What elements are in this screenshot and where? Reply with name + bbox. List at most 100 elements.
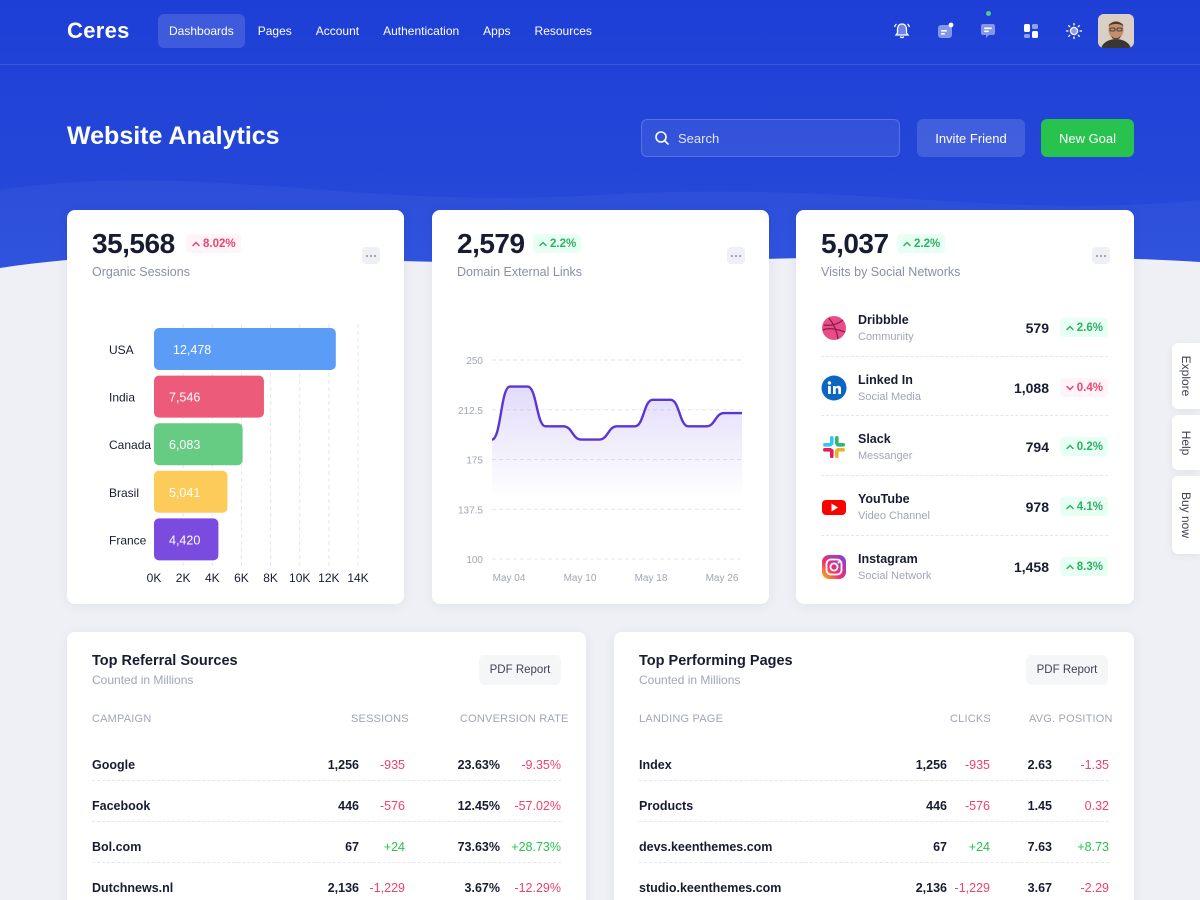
bar	[154, 328, 336, 370]
column-header-conversion-rate[interactable]: CONVERSION RATE	[460, 713, 569, 725]
arrow-up-icon	[1066, 324, 1074, 330]
campaign-name: Bol.com	[92, 840, 142, 854]
table-row[interactable]: Dutchnews.nl 2,136 -1,229 3.67% -12.29%	[92, 868, 561, 900]
nav-item-account[interactable]: Account	[315, 24, 360, 38]
external-links-chart: 100 137.5 175 212.5 250 May 04 May 10 May 18 May…	[458, 356, 742, 584]
conversion-value: 3.67%	[464, 881, 500, 895]
buy-now-tab[interactable]: Buy now	[1172, 476, 1200, 554]
social-row-instagram[interactable]: Instagram Social Network 1,458 8.3%	[821, 544, 1108, 604]
explore-tab-label: Explore	[1179, 355, 1193, 397]
chat-notification-dot	[986, 11, 991, 16]
card-title: Top Referral Sources	[92, 653, 238, 669]
page-name: Products	[639, 799, 694, 813]
nav-item-resources[interactable]: Resources	[534, 24, 592, 38]
social-value: 579	[1025, 320, 1049, 336]
y-tick-label: 212.5	[458, 406, 483, 417]
stat-change-badge: 8.02%	[186, 234, 241, 253]
social-change-value: 0.4%	[1076, 381, 1103, 394]
nav-item-apps[interactable]: Apps	[483, 24, 511, 38]
pdf-report-button[interactable]: PDF Report	[479, 655, 561, 685]
bar	[154, 423, 243, 466]
arrow-up-icon	[1066, 503, 1074, 509]
sun-icon[interactable]	[1058, 14, 1090, 48]
social-row-slack[interactable]: Slack Messanger 794 0.2%	[821, 424, 1108, 484]
table-row[interactable]: Bol.com 67 +24 73.63% +28.73%	[92, 827, 561, 868]
social-change-value: 8.3%	[1076, 560, 1103, 573]
page-title: Website Analytics	[67, 122, 280, 150]
social-change-badge: 0.4%	[1059, 378, 1108, 397]
nav-item-pages[interactable]: Pages	[257, 24, 292, 38]
search-field[interactable]	[641, 119, 900, 157]
divider	[92, 862, 561, 863]
divider	[821, 356, 1108, 357]
bell-icon[interactable]	[886, 14, 918, 48]
app-logo[interactable]: Ceres	[67, 18, 130, 43]
more-options-button[interactable]	[362, 247, 380, 264]
table-row[interactable]: devs.keenthemes.com 67 +24 7.63 +8.73	[639, 827, 1109, 868]
table-row[interactable]: Index 1,256 -935 2.63 -1.35	[639, 745, 1109, 786]
column-header-campaign[interactable]: CAMPAIGN	[92, 713, 152, 725]
x-tick-label: 12K	[318, 571, 339, 585]
more-options-button[interactable]	[1092, 247, 1110, 264]
stat-change-badge: 2.2%	[897, 234, 946, 253]
table-row[interactable]: Google 1,256 -935 23.63% -9.35%	[92, 745, 561, 786]
sessions-change: -576	[379, 799, 405, 813]
social-row-dribbble[interactable]: Dribbble Community 579 2.6%	[821, 305, 1108, 365]
category-label: Brasil	[109, 486, 139, 500]
invite-friend-button[interactable]: Invite Friend	[917, 119, 1025, 157]
chat-icon[interactable]	[972, 11, 1004, 48]
x-tick-label: May 04	[493, 573, 526, 584]
nav-item-dashboards[interactable]: Dashboards	[158, 14, 245, 48]
social-change-badge: 2.6%	[1059, 318, 1108, 337]
table-row[interactable]: Facebook 446 -576 12.45% -57.02%	[92, 786, 561, 827]
stat-value: 35,568	[92, 228, 175, 259]
sessions-change: +24	[383, 840, 405, 854]
column-header-avg-position[interactable]: AVG. POSITION	[1029, 713, 1113, 725]
table-row[interactable]: studio.keenthemes.com 2,136 -1,229 3.67 …	[639, 868, 1109, 900]
stat-label: Organic Sessions	[92, 265, 190, 279]
stat-change-value: 2.2%	[914, 237, 941, 250]
social-name: Linked In	[858, 373, 913, 387]
more-options-button[interactable]	[727, 247, 745, 264]
social-row-linkedin[interactable]: Linked In Social Media 1,088 0.4%	[821, 365, 1108, 425]
clicks-value: 2,136	[915, 881, 947, 895]
social-subtitle: Social Media	[858, 391, 921, 403]
arrow-up-icon	[192, 240, 200, 246]
position-change: +8.73	[1077, 840, 1109, 854]
social-networks-card: 5,037 2.2% Visits by Social Networks Dri…	[796, 210, 1134, 604]
main-menu: Dashboards Pages Account Authentication …	[158, 14, 605, 48]
x-tick-label: 0K	[147, 571, 162, 585]
column-header-sessions[interactable]: SESSIONS	[351, 713, 409, 725]
divider	[821, 475, 1108, 476]
column-header-landing-page[interactable]: LANDING PAGE	[639, 713, 724, 725]
x-tick-label: 2K	[176, 571, 191, 585]
clicks-change: -935	[964, 758, 990, 772]
category-label: Canada	[109, 438, 151, 452]
sessions-by-country-chart: 0K 2K 4K 6K 8K 10K 12K 14K USA 12,478 India 7,546 Ca…	[109, 324, 369, 585]
nav-item-authentication[interactable]: Authentication	[383, 24, 460, 38]
youtube-icon	[822, 500, 846, 515]
bar-value-label: 12,478	[173, 343, 211, 357]
social-row-youtube[interactable]: YouTube Video Channel 978 4.1%	[821, 484, 1108, 544]
explore-tab[interactable]: Explore	[1172, 343, 1200, 409]
table-row[interactable]: Products 446 -576 1.45 0.32	[639, 786, 1109, 827]
apps-grid-icon[interactable]	[1015, 14, 1047, 48]
notes-icon[interactable]	[929, 14, 961, 48]
divider	[639, 862, 1109, 863]
linkedin-icon	[821, 375, 847, 401]
social-value: 794	[1025, 439, 1049, 455]
clicks-change: +24	[968, 840, 990, 854]
pdf-report-button[interactable]: PDF Report	[1026, 655, 1108, 685]
social-change-badge: 4.1%	[1059, 497, 1108, 516]
new-goal-button[interactable]: New Goal	[1041, 119, 1134, 157]
x-tick-label: 8K	[263, 571, 278, 585]
conversion-change: +28.73%	[511, 840, 561, 854]
y-tick-label: 250	[466, 356, 483, 367]
user-avatar[interactable]	[1098, 14, 1134, 48]
help-tab[interactable]: Help	[1172, 415, 1200, 470]
top-performing-pages-card: Top Performing Pages Counted in Millions…	[614, 632, 1134, 900]
social-change-badge: 0.2%	[1059, 437, 1108, 456]
search-input[interactable]	[678, 130, 878, 146]
column-header-clicks[interactable]: CLICKS	[950, 713, 991, 725]
bar-value-label: 5,041	[169, 486, 200, 500]
